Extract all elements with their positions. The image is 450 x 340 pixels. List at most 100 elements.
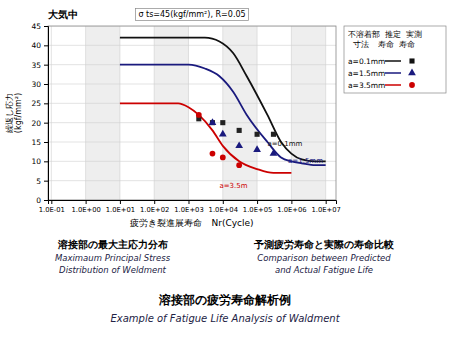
legend-marker [408, 69, 416, 76]
y-tick: 0 [36, 196, 48, 205]
x-tick-label: 1.0E+00 [71, 206, 100, 214]
grid-line-y [48, 180, 336, 181]
x-tick-mark [188, 200, 189, 204]
y-tick: 30 [31, 80, 48, 89]
y-tick: 5 [36, 177, 48, 186]
legend-swatch [385, 60, 401, 62]
grid-line-x [291, 26, 292, 200]
legend-label: a=0.1mm [348, 57, 385, 66]
series-point [219, 130, 227, 137]
y-tick: 40 [31, 41, 48, 50]
grid-line-x [222, 26, 223, 200]
grid-line-x [119, 26, 120, 200]
legend-marker [409, 82, 415, 88]
x-tick: 1.0E+02 [140, 200, 169, 214]
x-tick-label: 1.0E+01 [106, 206, 135, 214]
y-tick-label: 40 [31, 41, 41, 50]
series-point [209, 118, 217, 125]
shaded-range [154, 26, 188, 200]
x-axis-line [49, 201, 337, 205]
y-tick: 15 [31, 138, 48, 147]
grid-line-x [188, 26, 189, 200]
x-tick-label: 1.0E+07 [311, 206, 340, 214]
y-tick-label: 30 [31, 80, 41, 89]
y-tick-mark [44, 84, 48, 85]
x-tick: 1.0E+05 [243, 200, 272, 214]
x-tick: 1.0E+03 [174, 200, 203, 214]
x-tick-label: 1.0E+02 [140, 206, 169, 214]
series-point [253, 145, 261, 152]
grid-line-x [51, 26, 52, 200]
y-tick-mark [44, 65, 48, 66]
y-tick-mark [44, 45, 48, 46]
legend-header: 寸法 寿命 寿命 [348, 40, 415, 49]
caption-line: Distribution of Weldment [59, 265, 166, 275]
plot-frame [48, 26, 336, 200]
x-tick: 1.0E+06 [277, 200, 306, 214]
x-tick: 1.0E+07 [311, 200, 340, 214]
y-tick-label: 5 [36, 177, 41, 186]
shaded-range [223, 26, 257, 200]
plot-area [48, 26, 336, 200]
grid-line-y [48, 122, 336, 123]
grid-line-y [48, 103, 336, 104]
x-tick: 1.0E-01 [39, 200, 65, 214]
curve-label: a=3.5m [219, 182, 247, 190]
grid [48, 26, 336, 200]
y-tick-mark [44, 103, 48, 104]
y-tick-mark [44, 161, 48, 162]
x-axis-title: 疲労き裂進展寿命 Nr(Cycle) [130, 218, 253, 228]
x-tick-label: 1.0E+04 [209, 206, 238, 214]
chart: 1.0E-01 1.0E+00 1.0E+01 1.0E+02 1.0E+03 1.0E+… [0, 0, 450, 340]
legend-label: a=1.5mm [348, 69, 385, 78]
series-point [270, 149, 278, 156]
x-tick-mark [154, 200, 155, 204]
x-tick-label: 1.0E+06 [277, 206, 306, 214]
y-tick: 10 [31, 157, 48, 166]
x-tick: 1.0E+00 [71, 200, 100, 214]
shaded-range [291, 26, 325, 200]
y-tick-mark [44, 181, 48, 182]
y-axis-line [44, 27, 49, 201]
x-tick-mark [326, 200, 327, 204]
y-tick-label: 15 [31, 138, 41, 147]
title: 溶接部の疲労寿命解析例 [158, 293, 291, 307]
y-axis-title: 繰返し応力(kgf/mm²) [5, 93, 23, 134]
legend-frame [344, 26, 446, 93]
y-tick-mark [44, 200, 48, 201]
y-axis-title-line: (kgf/mm²) [14, 93, 23, 133]
grid-line-x [325, 26, 326, 200]
y-tick: 20 [31, 119, 48, 128]
x-tick-label: 1.0E+03 [174, 206, 203, 214]
grid-line-x [85, 26, 86, 200]
y-tick-label: 0 [36, 196, 41, 205]
series-point [210, 151, 216, 157]
y-tick-label: 25 [31, 99, 41, 108]
legend-swatch [385, 84, 401, 86]
series-point [236, 162, 242, 168]
x-tick-mark [51, 200, 52, 204]
y-tick: 45 [31, 22, 48, 31]
y-tick-label: 45 [31, 22, 41, 31]
y-tick-label: 10 [31, 157, 41, 166]
x-tick: 1.0E+01 [106, 200, 135, 214]
caption-line: Comparison between Predicted [257, 253, 391, 263]
annotation-box: σ ts=45(kgf/mm²), R=0.05 [135, 9, 248, 21]
series-line [120, 65, 326, 166]
y-axis-title-line: 繰返し応力 [5, 93, 14, 134]
legend-label: a=3.5mm [348, 81, 385, 90]
chart-label: 大気中 [47, 9, 78, 20]
x-tick-mark [86, 200, 87, 204]
series-point [220, 120, 225, 125]
y-axis: 051015202530354045 [31, 22, 48, 205]
caption-title: 溶接部の最大主応力分布 [57, 239, 168, 250]
y-tick-label: 20 [31, 119, 41, 128]
curve-label: a=0.1mm [267, 140, 302, 148]
y-tick: 25 [31, 99, 48, 108]
grid-line-y [48, 84, 336, 85]
series-line [120, 38, 326, 162]
series-point [271, 132, 276, 137]
x-axis: 1.0E-01 1.0E+00 1.0E+01 1.0E+02 1.0E+03 1.0E+… [39, 200, 341, 214]
series-point [196, 112, 202, 118]
y-tick-mark [44, 142, 48, 143]
